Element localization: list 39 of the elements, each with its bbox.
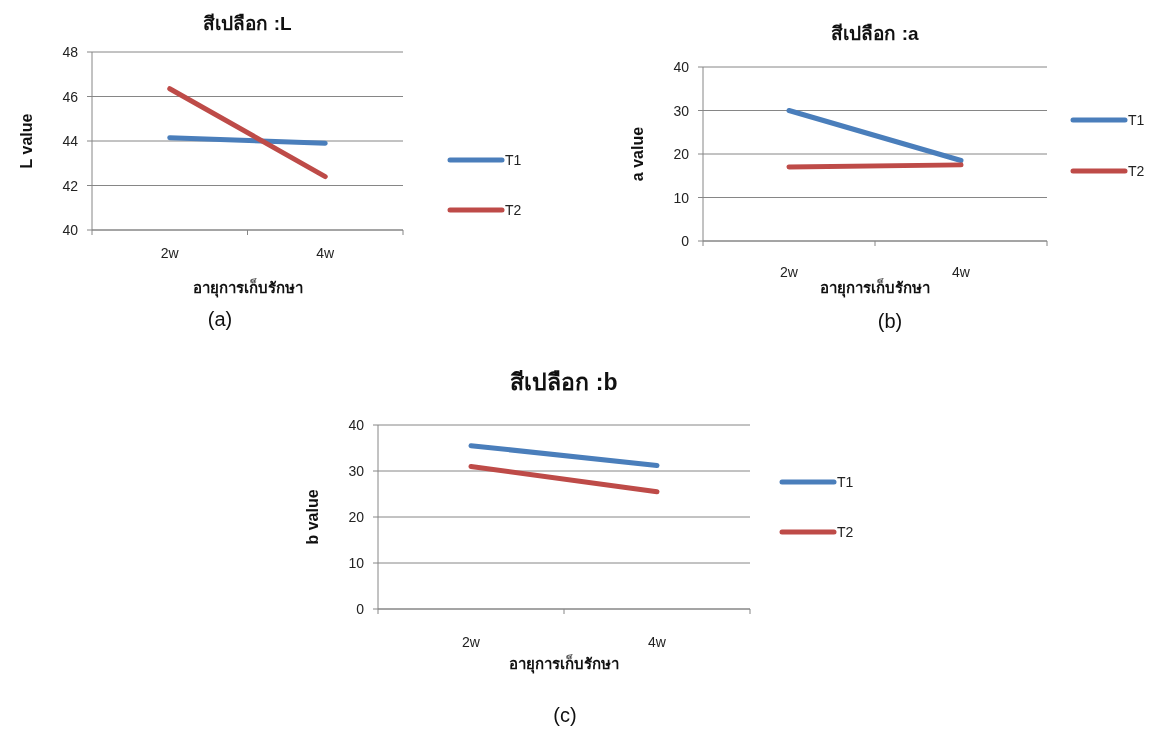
y-tick-label: 48 [62,44,79,60]
y-axis-title: b value [304,489,321,545]
legend-label: T2 [1128,163,1145,179]
legend-label: T1 [837,474,854,490]
text: (a) [207,308,233,330]
x-tick-label: 4w [952,264,971,280]
legend-label: T1 [505,152,522,168]
x-axis-title: อายุการเก็บรักษา [820,278,930,298]
y-tick-label: 40 [348,417,365,433]
chart-title: สีเปลือก :b [510,369,618,395]
x-tick-label: 2w [780,264,799,280]
y-tick-label: 46 [62,88,79,105]
legend-label: T1 [1128,112,1145,128]
legend-label: T2 [505,202,522,218]
y-tick-label: 20 [348,509,365,525]
x-axis-title: อายุการเก็บรักษา [509,654,619,674]
y-tick-label: 30 [348,463,365,479]
x-tick-label: 4w [648,634,667,650]
legend-label: T2 [837,524,854,540]
x-axis-title: อายุการเก็บรักษา [192,278,303,298]
y-axis-title: L value [18,113,35,169]
y-tick-label: 20 [673,146,690,162]
text: (b) [877,310,903,332]
x-tick-label: 4w [316,245,336,261]
y-tick-label: 10 [348,555,365,571]
y-tick-label: 10 [673,189,690,206]
y-tick-label: 42 [62,177,79,194]
y-tick-label: 40 [62,222,79,238]
x-tick-label: 2w [462,634,481,650]
chart-title: สีเปลือก :a [831,23,920,44]
y-tick-label: 30 [673,102,690,119]
y-tick-label: 0 [681,233,690,249]
y-axis-title: a value [629,126,646,182]
y-tick-label: 0 [356,601,365,617]
chart-title: สีเปลือก :L [203,13,292,34]
y-tick-label: 40 [673,59,690,75]
text: (c) [553,704,577,726]
x-tick-label: 2w [160,245,180,261]
y-tick-label: 44 [62,133,79,149]
